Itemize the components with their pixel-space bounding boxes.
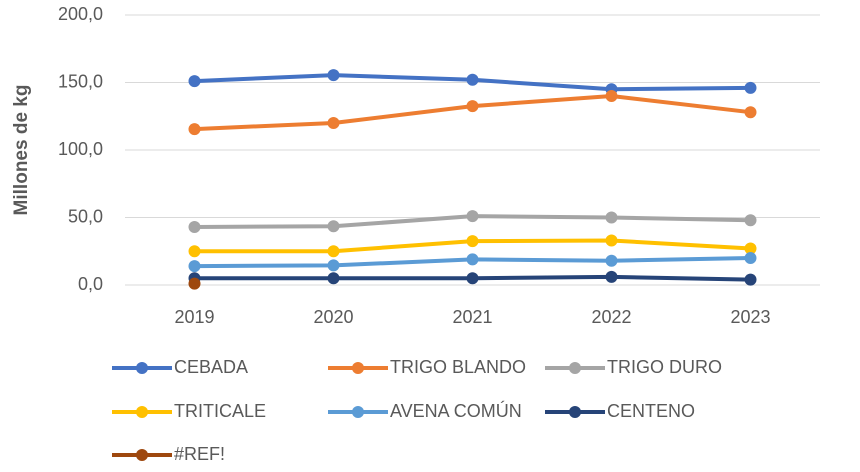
y-tick-label: 0,0 [78, 274, 103, 294]
data-point [466, 210, 479, 223]
legend-marker [569, 362, 581, 374]
data-point [605, 211, 618, 224]
data-point [605, 270, 618, 283]
legend-label: AVENA COMÚN [390, 400, 522, 421]
y-tick-label: 100,0 [58, 139, 103, 159]
x-tick-label: 2022 [591, 307, 631, 327]
x-tick-label: 2019 [174, 307, 214, 327]
data-point [327, 245, 340, 258]
data-point [744, 242, 757, 255]
data-point [466, 253, 479, 266]
data-point [466, 73, 479, 86]
data-point [744, 273, 757, 286]
y-tick-label: 150,0 [58, 71, 103, 91]
legend-marker [352, 362, 364, 374]
legend-marker [136, 362, 148, 374]
legend-marker [352, 406, 364, 418]
data-point [466, 235, 479, 248]
y-axis-label: Millones de kg [11, 85, 32, 216]
data-point [188, 75, 201, 88]
y-tick-label: 50,0 [68, 206, 103, 226]
x-tick-label: 2020 [313, 307, 353, 327]
legend-marker [136, 406, 148, 418]
data-point [327, 117, 340, 129]
data-point [188, 277, 201, 290]
data-point [327, 272, 340, 285]
legend-label: CENTENO [607, 401, 695, 421]
data-point [466, 100, 479, 113]
data-point [188, 260, 201, 273]
x-tick-label: 2023 [730, 307, 770, 327]
legend-marker [569, 406, 581, 418]
x-tick-label: 2021 [452, 307, 492, 327]
legend-label: TRITICALE [174, 401, 266, 421]
data-point [188, 245, 201, 258]
legend-label: TRIGO BLANDO [390, 357, 526, 377]
data-point [605, 254, 618, 267]
legend-label: #REF! [174, 444, 225, 464]
legend-marker [136, 449, 148, 461]
data-point [188, 123, 201, 136]
y-tick-label: 200,0 [58, 4, 103, 24]
data-point [744, 214, 757, 227]
data-point [327, 220, 340, 233]
legend-label: CEBADA [174, 357, 248, 377]
data-point [744, 252, 757, 264]
legend-label: TRIGO DURO [607, 357, 722, 377]
data-point [188, 220, 201, 233]
data-point [605, 234, 618, 247]
data-point [466, 272, 479, 285]
data-point [327, 69, 340, 82]
data-point [744, 81, 757, 94]
data-point [744, 106, 757, 119]
data-point [605, 90, 618, 102]
data-point [327, 259, 340, 272]
